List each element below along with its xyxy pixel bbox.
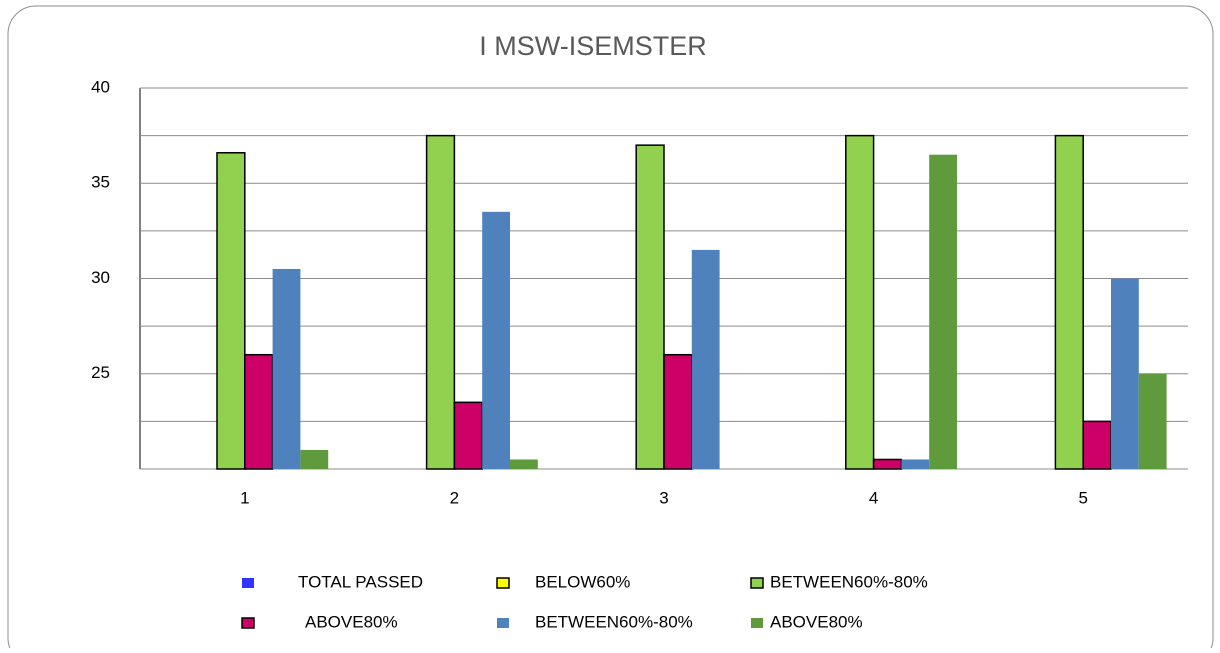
legend-marker — [497, 618, 509, 628]
bar — [1138, 373, 1167, 469]
bar — [901, 459, 930, 469]
y-tick-label: 25 — [91, 363, 110, 382]
bar — [635, 144, 665, 470]
bar — [425, 134, 456, 470]
legend-label: BELOW60% — [535, 572, 630, 591]
bar — [1111, 278, 1139, 469]
bar — [1054, 134, 1084, 470]
legend-marker — [241, 617, 255, 629]
chart-title: I MSW-ISEMSTER — [479, 31, 707, 61]
bar — [929, 154, 957, 470]
bar — [272, 268, 301, 469]
x-tick-label: 2 — [450, 488, 459, 507]
x-tick-label: 5 — [1078, 488, 1087, 507]
legend-label: TOTAL PASSED — [298, 572, 423, 591]
x-tick-label: 1 — [240, 488, 249, 507]
frame — [7, 5, 1214, 653]
y-tick-label: 40 — [91, 77, 110, 96]
legend-label: ABOVE80% — [770, 612, 863, 631]
bar — [872, 458, 903, 470]
legend-marker — [750, 577, 764, 589]
bar — [510, 459, 538, 469]
bar — [663, 353, 693, 470]
bar — [482, 211, 510, 469]
x-tick-label: 3 — [659, 488, 668, 507]
bar — [453, 401, 483, 470]
x-tick-label: 4 — [869, 488, 878, 507]
y-tick-label: 30 — [91, 268, 110, 287]
bar — [1082, 420, 1112, 470]
legend-marker — [496, 577, 510, 589]
bar — [845, 134, 875, 470]
legend-label: BETWEEN60%-80% — [535, 612, 693, 631]
legend-marker — [751, 618, 763, 628]
bar — [244, 353, 274, 470]
bar — [216, 152, 246, 470]
y-tick-label: 35 — [91, 173, 110, 192]
legend-marker — [242, 578, 254, 588]
legend-label: BETWEEN60%-80% — [770, 572, 928, 591]
bar — [691, 249, 720, 469]
bar — [300, 449, 329, 469]
legend-label: ABOVE80% — [305, 612, 398, 631]
